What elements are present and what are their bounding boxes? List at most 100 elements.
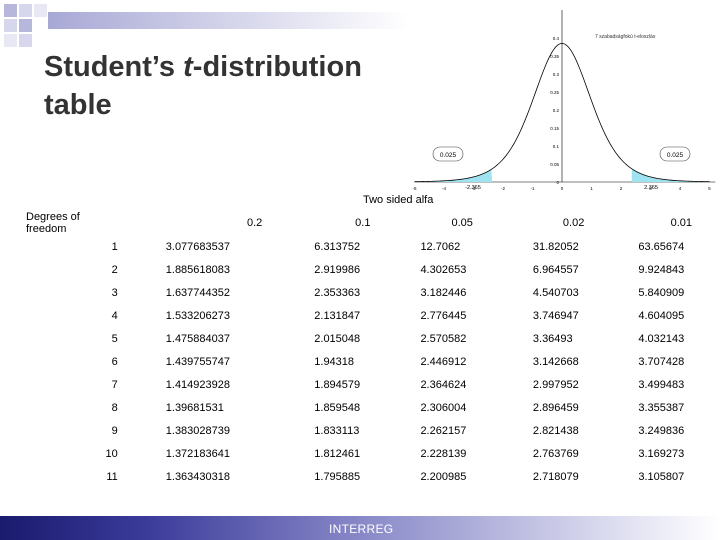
left-tail-label: 0.025	[440, 152, 457, 159]
table-row: 3 1.637744352 2.353363 3.182446 4.540703 5.84…	[26, 281, 720, 304]
degrees-of-freedom-cell: 11	[106, 470, 118, 483]
y-tick-label: 0.2	[553, 108, 560, 113]
degrees-of-freedom-cell: 5	[111, 332, 118, 345]
x-tick-label: -1	[530, 186, 534, 191]
critical-value-cell: 1.885618083	[165, 263, 230, 276]
header-alpha: 0.05	[451, 217, 473, 229]
critical-value-cell: 2.131847	[314, 309, 361, 322]
t-distribution-figure: -5 -4 -3 -2 -1 0 1 2 3 4 5 0.4 0.35 0.3 0.25 0.2 0.15 0.1…	[407, 8, 720, 194]
degrees-of-freedom-cell: 4	[111, 309, 118, 322]
footer-bar	[0, 516, 720, 540]
critical-value-cell: 3.36493	[532, 332, 573, 345]
y-tick-label: 0.1	[553, 144, 560, 149]
right-critical-value: 2.365	[644, 185, 658, 191]
critical-value-cell: 1.439755747	[165, 355, 230, 368]
slide-title: Student’s t-distribution table	[44, 48, 414, 124]
y-tick-label: 0.25	[550, 90, 559, 95]
critical-value-cell: 5.840909	[638, 286, 685, 299]
critical-value-cell: 2.570582	[420, 332, 467, 345]
t-distribution-table: Degrees of freedom 0.2 0.1 0.05 0.02 0.01 1 3.0…	[26, 211, 720, 488]
critical-value-cell: 31.82052	[532, 240, 579, 253]
left-tail-box: 0.025	[432, 146, 464, 162]
critical-value-cell: 1.372183641	[165, 447, 230, 460]
critical-value-cell: 2.896459	[532, 401, 579, 414]
critical-value-cell: 4.604095	[638, 309, 685, 322]
x-tick-label: 3	[649, 186, 652, 191]
x-tick-label: 2	[620, 186, 623, 191]
critical-value-cell: 12.7062	[420, 240, 461, 253]
x-tick-label: 5	[708, 186, 711, 191]
table-row: 7 1.414923928 1.894579 2.364624 2.997952 3.49…	[26, 373, 720, 396]
title-part: Student’s	[44, 51, 184, 83]
critical-value-cell: 4.302653	[420, 263, 467, 276]
critical-value-cell: 2.353363	[314, 286, 361, 299]
critical-value-cell: 1.812461	[314, 447, 361, 460]
title-line2: table	[44, 89, 112, 121]
critical-value-cell: 2.015048	[314, 332, 361, 345]
y-tick-label: 0.15	[550, 126, 559, 131]
table-row: 10 1.372183641 1.812461 2.228139 2.763769 3.1…	[26, 442, 720, 465]
critical-value-cell: 3.169273	[638, 447, 685, 460]
degrees-of-freedom-cell: 10	[105, 447, 118, 460]
y-tick-label: 0.35	[550, 54, 559, 59]
critical-value-cell: 2.718079	[532, 470, 579, 483]
table-row: 4 1.533206273 2.131847 2.776445 3.746947 4.60…	[26, 304, 720, 327]
right-tail-area	[631, 168, 710, 182]
critical-value-cell: 4.540703	[532, 286, 579, 299]
critical-value-cell: 3.355387	[638, 401, 685, 414]
t-density-curve	[414, 42, 710, 183]
critical-value-cell: 1.39681531	[165, 401, 224, 414]
critical-value-cell: 1.795885	[314, 470, 361, 483]
footer-label: INTERREG	[329, 522, 394, 536]
table-row: 11 1.363430318 1.795885 2.200985 2.718079 3.1…	[26, 465, 720, 488]
header-alpha: 0.1	[355, 217, 371, 229]
critical-value-cell: 3.746947	[532, 309, 579, 322]
x-tick-label: -3	[471, 186, 475, 191]
table-row: 2 1.885618083 2.919986 4.302653 6.964557 9.92…	[26, 258, 720, 281]
critical-value-cell: 9.924843	[638, 263, 685, 276]
critical-value-cell: 1.414923928	[165, 378, 230, 391]
critical-value-cell: 1.533206273	[165, 309, 230, 322]
table-row: 9 1.383028739 1.833113 2.262157 2.821438 3.24…	[26, 419, 720, 442]
critical-value-cell: 2.228139	[420, 447, 467, 460]
title-part: -distribution	[192, 51, 362, 83]
header-degrees-of-freedom: Degrees of freedom	[26, 211, 80, 235]
x-tick-label: 0	[561, 186, 564, 191]
x-tick-label: -4	[442, 186, 446, 191]
critical-value-cell: 3.142668	[532, 355, 579, 368]
degrees-of-freedom-cell: 8	[111, 401, 118, 414]
table-row: 6 1.439755747 1.94318 2.446912 3.142668 3.707…	[26, 350, 720, 373]
critical-value-cell: 2.919986	[314, 263, 361, 276]
degrees-of-freedom-cell: 6	[111, 355, 118, 368]
two-sided-alfa-caption: Two sided alfa	[363, 194, 434, 206]
figure-legend: 7 szabadságfokú t-eloszlás	[595, 34, 656, 40]
critical-value-cell: 6.964557	[532, 263, 579, 276]
right-tail-box: 0.025	[659, 146, 691, 162]
critical-value-cell: 2.776445	[420, 309, 467, 322]
critical-value-cell: 2.446912	[420, 355, 467, 368]
header-gradient-bar	[48, 12, 408, 29]
header-alpha: 0.01	[670, 217, 692, 229]
header-alpha: 0.02	[562, 217, 585, 229]
degrees-of-freedom-cell: 3	[111, 286, 118, 299]
critical-value-cell: 1.894579	[314, 378, 361, 391]
critical-value-cell: 2.200985	[420, 470, 467, 483]
critical-value-cell: 2.364624	[420, 378, 467, 391]
critical-value-cell: 1.859548	[314, 401, 361, 414]
critical-value-cell: 3.249836	[638, 424, 685, 437]
y-tick-label: 0.3	[553, 72, 560, 77]
critical-value-cell: 6.313752	[314, 240, 361, 253]
header-alpha: 0.2	[246, 217, 263, 229]
critical-value-cell: 63.65674	[638, 240, 685, 253]
table-row: 8 1.39681531 1.859548 2.306004 2.896459 3.355…	[26, 396, 720, 419]
critical-value-cell: 3.105807	[638, 470, 685, 483]
table-row: 1 3.077683537 6.313752 12.7062 31.82052 63.65…	[26, 235, 720, 258]
corner-squares-decoration	[4, 4, 47, 47]
left-critical-value: -2.365	[465, 185, 481, 191]
degrees-of-freedom-cell: 9	[111, 424, 118, 437]
degrees-of-freedom-cell: 7	[111, 378, 118, 391]
y-tick-label: 0.05	[550, 162, 559, 167]
title-part-italic-t: t	[183, 51, 193, 83]
critical-value-cell: 4.032143	[638, 332, 685, 345]
table-row: 5 1.475884037 2.015048 2.570582 3.36493 4.032…	[26, 327, 720, 350]
